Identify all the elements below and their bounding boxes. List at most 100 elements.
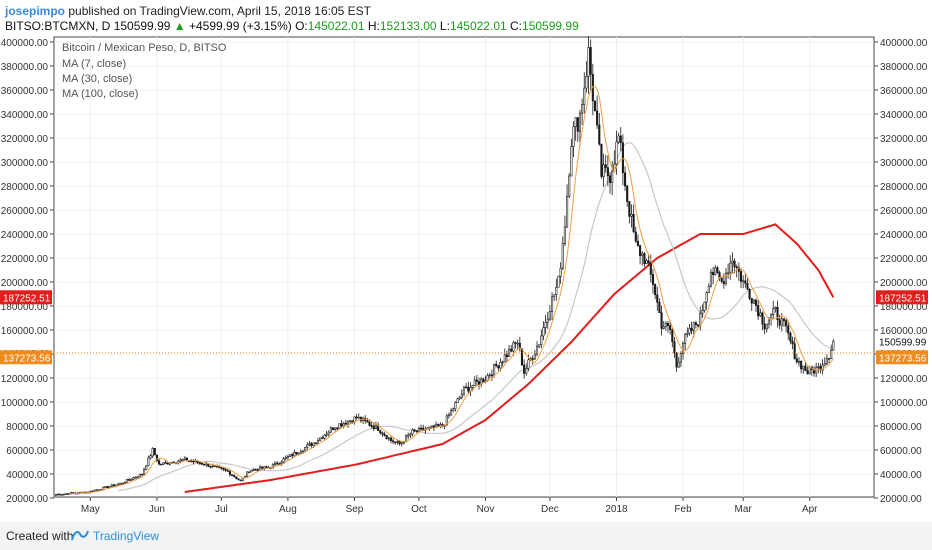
price-chart[interactable]: 20000.00 20000.00 40000.00 40000.00 60000.00… [0,34,932,522]
candle-body [327,431,330,435]
candle [566,184,569,228]
candle-body [460,393,463,398]
candle-body [256,469,259,471]
candle-body [306,444,309,448]
candle-body [477,381,481,385]
candle-body [59,493,62,496]
candle-body [563,226,566,244]
candle [220,466,223,471]
candle [531,355,534,365]
x-tick-label: 2018 [605,504,628,515]
candle [825,354,828,366]
candle-body [727,272,730,275]
candle-body [140,473,143,476]
chart-title: Bitcoin / Mexican Peso, D, BITSO [62,42,227,54]
candle [475,374,478,386]
candle [54,493,58,496]
y-tick-label-right: 60000.00 [880,446,922,457]
legend-ma7: MA (7, close) [62,58,126,70]
candle [299,449,302,454]
candle-body [765,323,768,330]
candle-body [778,319,781,326]
candle-body [789,332,792,342]
candle-body [445,415,448,426]
candle-body [95,489,98,492]
candle [458,396,461,401]
x-tick-label: Mar [735,504,753,515]
candle [806,366,809,375]
candle-body [712,271,715,275]
candle-body [301,450,304,453]
candle-body [160,463,163,466]
candle-body [293,451,296,457]
tradingview-link[interactable]: TradingView [93,529,160,543]
candle-body [276,462,279,465]
candle-body [664,322,667,328]
candle [248,471,251,474]
candle-body [166,462,169,465]
candle-body [662,326,665,329]
candle-body [566,195,569,228]
candle-body [647,260,650,264]
candle [795,353,798,365]
candle-body [475,379,478,382]
candle [104,486,107,488]
candle-body [417,427,420,432]
candle-body [366,420,369,423]
candle [452,407,455,413]
y-tick-label-right: 20000.00 [880,494,922,505]
candle [501,360,504,367]
candle [533,349,536,360]
candle-body [600,143,603,177]
ma7-line [68,85,834,495]
candle [671,327,674,348]
candle [752,299,755,305]
y-tick-label-right: 400000.00 [880,38,928,49]
candle-body [617,135,620,143]
candle [462,386,466,397]
candle-body [430,425,433,428]
price-tag-left: 137273.56 [0,350,52,365]
candle-body [821,364,824,371]
candle-body [385,435,388,440]
price-tag-text: 137273.56 [879,353,927,364]
candle-body [669,325,672,330]
candle [763,316,766,335]
candle-body [508,348,511,357]
candle [389,435,393,444]
candle [759,308,762,318]
candle-body [164,462,167,464]
candle-body [729,262,732,274]
candle [503,348,506,363]
candle-body [389,437,393,441]
candle [787,321,790,340]
x-tick-label: Sep [346,504,364,515]
candle [273,461,277,467]
candle-body [568,175,571,197]
candle-body [323,434,326,439]
candle [581,98,584,125]
candle-body [396,440,399,443]
candle [319,437,322,442]
high-value: 152133.00 [379,19,437,33]
candle-body [660,312,663,329]
price-tag-right: 137273.56 [876,350,928,365]
candle-body [127,479,131,481]
candle-body [372,425,375,429]
candle-body [125,479,128,483]
candle-body [557,275,560,288]
candle [205,461,208,468]
candle [370,421,373,429]
candle [136,476,139,479]
candle [791,336,794,350]
candle [383,432,386,437]
candle [724,267,728,286]
candle [357,413,360,419]
candle [651,268,655,294]
author-link[interactable]: josepimpo [5,4,66,18]
candle [488,372,491,379]
candle-body [65,493,68,495]
candle-body [555,286,558,295]
candle [754,298,758,312]
candle [228,469,231,477]
